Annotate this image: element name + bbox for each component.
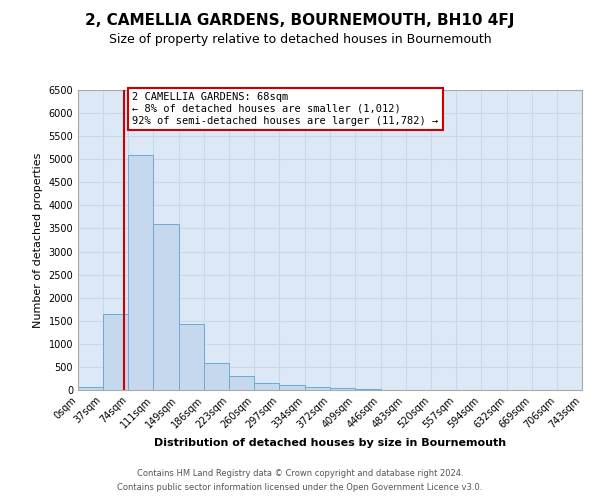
Text: 2 CAMELLIA GARDENS: 68sqm
← 8% of detached houses are smaller (1,012)
92% of sem: 2 CAMELLIA GARDENS: 68sqm ← 8% of detach… bbox=[132, 92, 439, 126]
Bar bbox=[254, 383, 280, 390]
Text: 2, CAMELLIA GARDENS, BOURNEMOUTH, BH10 4FJ: 2, CAMELLIA GARDENS, BOURNEMOUTH, BH10 4… bbox=[85, 12, 515, 28]
Bar bbox=[179, 324, 204, 390]
Bar bbox=[153, 224, 179, 390]
Bar bbox=[204, 363, 229, 390]
Bar bbox=[355, 389, 380, 390]
Bar bbox=[305, 387, 331, 390]
Bar bbox=[280, 386, 305, 390]
Bar bbox=[103, 314, 128, 390]
Bar bbox=[331, 388, 355, 390]
Bar bbox=[128, 154, 153, 390]
X-axis label: Distribution of detached houses by size in Bournemouth: Distribution of detached houses by size … bbox=[154, 438, 506, 448]
Bar bbox=[229, 376, 254, 390]
Bar bbox=[78, 387, 103, 390]
Text: Size of property relative to detached houses in Bournemouth: Size of property relative to detached ho… bbox=[109, 32, 491, 46]
Text: Contains public sector information licensed under the Open Government Licence v3: Contains public sector information licen… bbox=[118, 484, 482, 492]
Y-axis label: Number of detached properties: Number of detached properties bbox=[33, 152, 43, 328]
Text: Contains HM Land Registry data © Crown copyright and database right 2024.: Contains HM Land Registry data © Crown c… bbox=[137, 468, 463, 477]
